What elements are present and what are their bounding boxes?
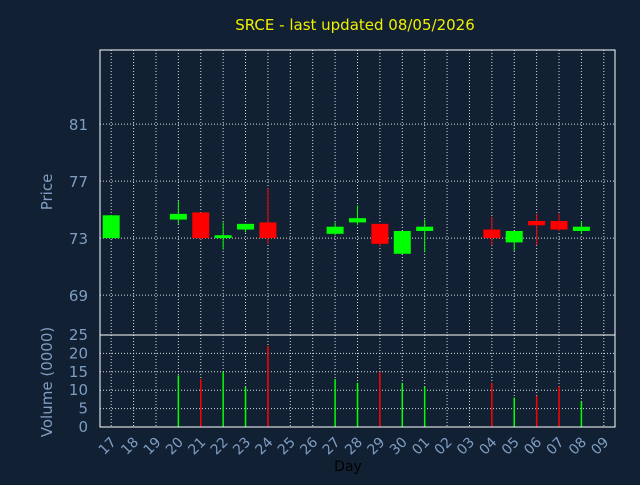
candle-body [528,221,546,226]
candle-body [550,221,568,230]
x-tick-label: 25 [275,434,299,458]
candle-body [572,226,590,231]
candle-body [102,215,120,239]
x-tick-label: 03 [454,434,478,458]
candle [237,223,255,233]
x-tick-label: 08 [566,434,590,458]
candle [528,213,546,246]
x-tick-label: 17 [96,434,120,458]
candle [259,188,277,244]
candle-body [237,223,255,230]
price-tick-label: 81 [69,116,88,134]
candle [505,230,523,251]
candle [393,230,411,254]
volume-bar [244,386,247,427]
candle-body [326,226,344,234]
price-tick-label: 69 [69,287,88,305]
x-tick-label: 05 [499,434,523,458]
candle-body [483,229,501,239]
candle [371,223,389,247]
candle-body [214,235,232,239]
volume-bar [401,382,404,427]
x-tick-label: 19 [141,434,165,458]
volume-bar [200,379,202,427]
x-tick-label: 28 [342,434,366,458]
x-tick-label: 24 [253,434,277,458]
x-tick-label: 29 [365,434,389,458]
volume-tick-label: 20 [69,344,88,362]
x-tick-label: 27 [320,434,344,458]
candle-body [349,218,366,223]
x-tick-label: 07 [544,434,568,458]
volume-bar [513,397,515,427]
x-tick-label: 21 [185,434,209,458]
candle [483,216,501,246]
candle-body [192,212,210,239]
volume-bar [222,371,224,427]
price-tick-label: 73 [69,230,88,248]
x-tick-label: 20 [163,434,187,458]
price-candles [102,188,590,254]
x-tick-label: 04 [476,434,500,458]
x-axis-label: Day [334,459,362,475]
x-tick-label: 06 [521,434,545,458]
volume-tick-label: 5 [78,400,88,418]
volume-bar [356,382,359,427]
x-axis-ticks: 1718192021222324252627282930010203040506… [96,434,613,458]
price-axis-label: Price [38,174,56,211]
candle [416,219,434,253]
volume-bar [580,401,583,427]
candle [102,215,120,239]
candle-body [416,226,434,231]
volume-bar [267,346,269,427]
x-tick-label: 02 [432,434,456,458]
volume-bars [177,346,583,427]
volume-bar [535,395,538,427]
candle-body [259,222,277,239]
x-tick-label: 01 [409,434,433,458]
volume-axis-label: Volume (0000) [38,327,56,437]
volume-tick-label: 0 [78,418,88,436]
candle [214,222,232,250]
volume-tick-label: 10 [69,381,88,399]
chart-title: SRCE - last updated 08/05/2026 [235,16,475,34]
volume-bar [177,375,180,427]
candle-body [505,230,523,243]
x-tick-label: 22 [208,434,232,458]
volume-bar [491,382,493,427]
x-tick-label: 26 [297,434,321,458]
volume-bar [423,386,426,427]
candle [169,201,187,224]
x-tick-label: 18 [118,434,142,458]
x-tick-label: 09 [588,434,612,458]
candle-body [169,213,187,220]
candle [326,222,344,236]
candle-body [371,223,389,244]
volume-tick-label: 25 [69,326,88,344]
candle [550,213,568,231]
volume-bar [334,379,336,427]
price-grid [100,50,615,335]
volume-bar [379,371,381,427]
volume-tick-label: 15 [69,363,88,381]
price-tick-label: 77 [69,173,88,191]
price-panel: 69 73 77 81 Price [38,49,616,336]
candle [192,212,210,240]
candle [349,205,366,226]
volume-bar [558,386,560,427]
x-tick-label: 30 [387,434,411,458]
candle [572,221,590,234]
price-y-ticks: 69 73 77 81 [69,116,88,305]
volume-frame [99,334,616,428]
candle-body [393,230,411,254]
x-tick-label: 23 [230,434,254,458]
